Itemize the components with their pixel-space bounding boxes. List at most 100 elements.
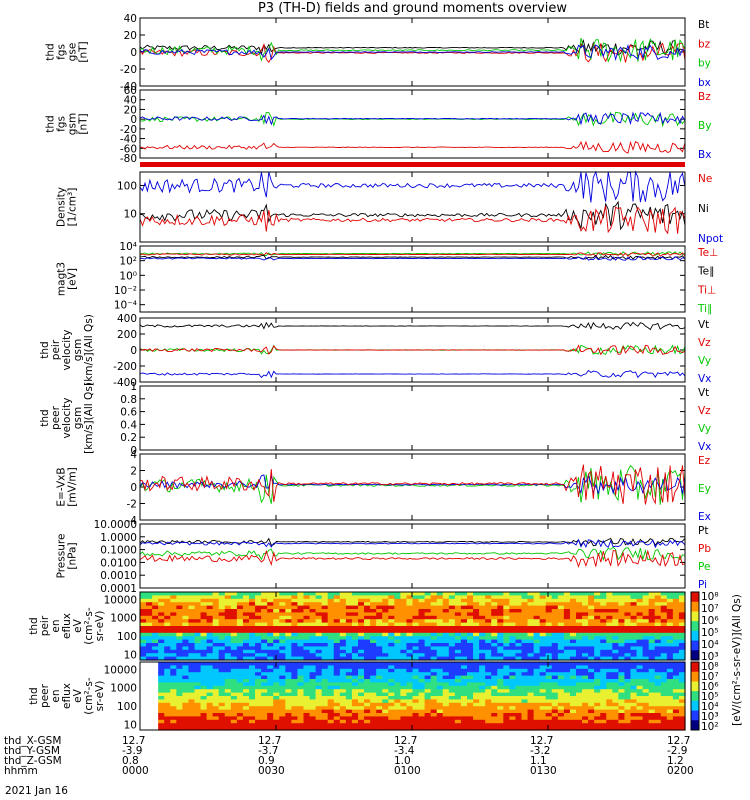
spectrogram-cell [473,709,480,714]
spectrogram-cell [158,612,165,617]
spectrogram-cell [606,672,613,677]
spectrogram-cell [364,699,371,704]
spectrogram-cell [188,709,196,714]
spectrogram-cell [345,636,353,641]
spectrogram-cell [303,615,311,620]
spectrogram-cell [576,632,583,637]
time-tick-label: 0100 [394,765,421,777]
spectrogram-cell [255,643,262,647]
spectrogram-cell [582,699,589,704]
spectrogram-cell [388,636,395,641]
spectrogram-cell [527,592,535,596]
spectrogram-cell [285,605,292,610]
spectrogram-cell [503,706,510,711]
spectrogram-cell [376,672,383,677]
ytick-label: 200 [117,329,137,341]
spectrogram-cell [545,682,553,687]
spectrogram-cell [442,682,450,687]
spectrogram-cell [576,619,583,624]
spectrogram-cell [364,702,371,707]
spectrogram-cell [491,636,498,641]
spectrogram-cell [224,672,232,677]
spectrogram-cell [351,626,359,630]
spectrogram-cell [291,615,299,620]
spectrogram-cell [242,709,250,714]
spectrogram-cell [376,626,383,630]
spectrogram-cell [618,602,626,607]
spectrogram-cell [678,649,686,654]
spectrogram-cell [666,662,674,666]
spectrogram-cell [539,639,547,644]
spectrogram-cell [618,622,626,627]
spectrogram-cell [418,685,426,690]
spectrogram-cell [364,675,371,680]
spectrogram-cell [473,653,480,658]
spectrogram-cell [188,665,196,670]
spectrogram-cell [672,685,680,690]
spectrogram-cell [497,598,504,603]
spectrogram-cell [557,685,565,690]
spectrogram-cell [430,656,438,661]
panel-ion_spectrogram-ylabel: eflux [61,613,73,639]
spectrogram-cell [624,656,632,661]
spectrogram-cell [146,662,153,666]
spectrogram-cell [400,615,408,620]
spectrogram-cell [345,665,353,670]
spectrogram-cell [424,653,432,658]
spectrogram-cell [618,716,626,721]
spectrogram-cell [424,646,432,651]
spectrogram-cell [527,629,535,634]
spectrogram-cell [140,643,147,647]
spectrogram-cell [448,696,456,700]
spectrogram-cell [321,629,329,634]
spectrogram-cell [176,592,183,596]
spectrogram-cell [557,656,565,661]
spectrogram-cell [339,626,347,630]
spectrogram-cell [188,598,196,603]
spectrogram-cell [454,612,462,617]
spectrogram-cell [491,716,498,721]
spectrogram-cell [152,629,159,634]
spectrogram-cell [648,679,656,683]
spectrogram-cell [236,612,244,617]
colorbar-segment [691,691,699,702]
spectrogram-cell [654,662,662,666]
spectrogram-cell [454,679,462,683]
spectrogram-cell [454,713,462,717]
spectrogram-cell [267,632,274,637]
colorbar-tick-label: 10⁴ [701,639,719,651]
spectrogram-cell [600,726,607,731]
spectrogram-cell [424,643,432,647]
spectrogram-cell [485,709,492,714]
spectrogram-cell [230,706,238,711]
spectrogram-cell [242,609,250,613]
spectrogram-cell [200,653,208,658]
spectrogram-cell [176,723,183,728]
spectrogram-cell [618,679,626,683]
spectrogram-cell [569,615,577,620]
spectrogram-cell [678,662,686,666]
spectrogram-cell [515,612,523,617]
spectrogram-cell [576,598,583,603]
spectrogram-cell [672,649,680,654]
spectrogram-cell [545,706,553,711]
spectrogram-cell [261,632,268,637]
spectrogram-cell [569,598,577,603]
spectrogram-cell [497,646,504,651]
spectrogram-cell [454,639,462,644]
spectrogram-cell [527,632,535,637]
spectrogram-cell [345,689,353,694]
spectrogram-cell [467,723,474,728]
spectrogram-cell [170,672,177,677]
spectrogram-cell [394,598,401,603]
spectrogram-cell [303,619,311,624]
spectrogram-cell [194,602,202,607]
spectrogram-cell [600,716,607,721]
spectrogram-cell [418,602,426,607]
spectrogram-cell [672,605,680,610]
spectrogram-cell [382,713,389,717]
spectrogram-cell [146,679,153,683]
spectrogram-cell [563,702,571,707]
spectrogram-cell [636,622,644,627]
spectrogram-cell [285,692,292,697]
